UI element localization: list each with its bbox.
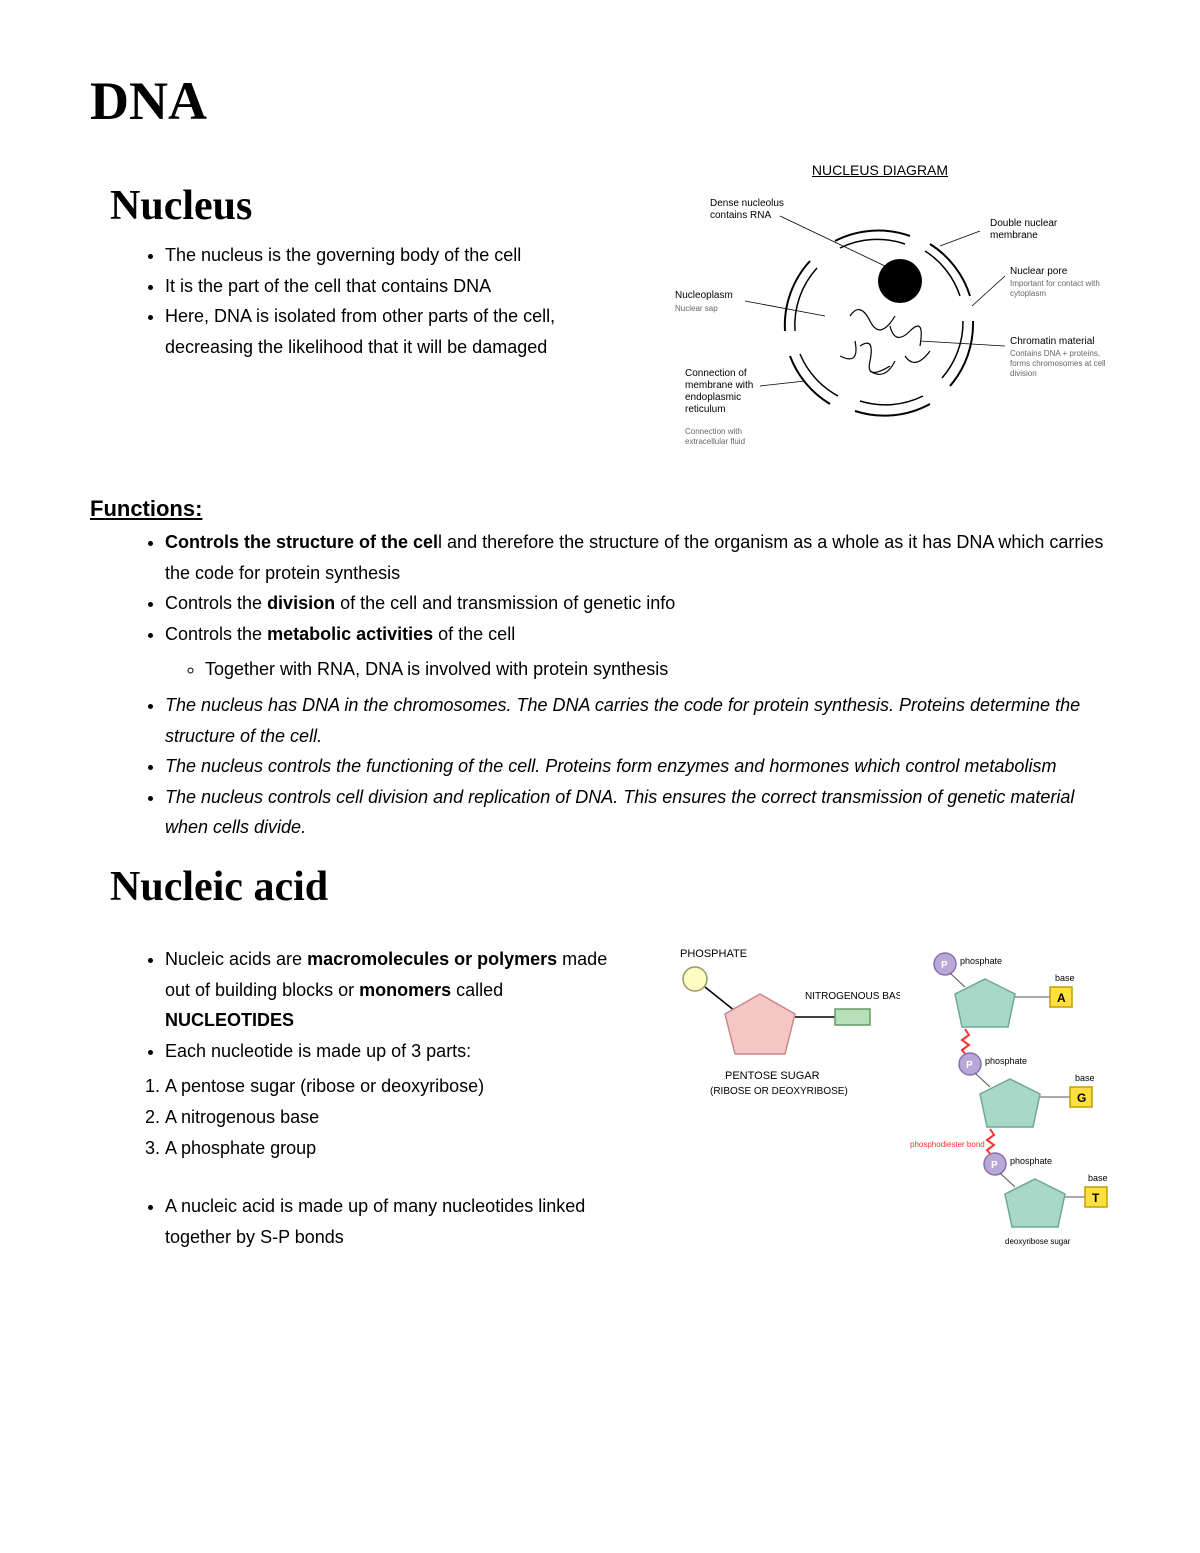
label-nucleolus: Dense nucleolus	[710, 198, 784, 209]
label-nucleoplasm: Nucleoplasm	[675, 290, 733, 301]
page-title: DNA	[90, 70, 1110, 132]
label-base: NITROGENOUS BASE	[805, 991, 900, 1002]
base-letter: A	[1057, 991, 1066, 1005]
list-item: It is the part of the cell that contains…	[165, 271, 630, 302]
nucleus-heading: Nucleus	[110, 182, 630, 230]
list-item: Controls the division of the cell and tr…	[165, 588, 1110, 619]
label-membrane2: membrane	[990, 230, 1038, 241]
list-item: Controls the metabolic activities of the…	[165, 619, 1110, 685]
nucleic-list: Nucleic acids are macromolecules or poly…	[90, 944, 630, 1066]
phosphate-shape	[683, 967, 707, 991]
functions-list: Controls the structure of the cell and t…	[90, 527, 1110, 843]
svg-text:P: P	[991, 1160, 998, 1171]
label-nucleolus2: contains RNA	[710, 210, 771, 221]
list-item: A nitrogenous base	[165, 1102, 630, 1133]
label-conn2: membrane with	[685, 380, 753, 391]
label-phosphate: phosphate	[985, 1056, 1027, 1066]
nucleus-diagram: NUCLEUS DIAGRAM	[650, 162, 1110, 471]
functions-heading: Functions:	[90, 496, 1110, 522]
label-chromatin-sub3: division	[1010, 369, 1037, 378]
list-item: A phosphate group	[165, 1133, 630, 1164]
label-nucleoplasm-sub: Nuclear sap	[675, 304, 718, 313]
label-conn1: Connection of	[685, 368, 747, 379]
base-letter: G	[1077, 1091, 1086, 1105]
label-conn-sub1: Connection with	[685, 427, 742, 436]
label-phosphate: phosphate	[960, 956, 1002, 966]
bond-zigzag	[987, 1129, 994, 1156]
list-item: Controls the structure of the cell and t…	[165, 527, 1110, 588]
list-item: The nucleus controls cell division and r…	[165, 782, 1110, 843]
list-item: The nucleus controls the functioning of …	[165, 751, 1110, 782]
nucleic-heading: Nucleic acid	[110, 863, 1110, 911]
base-letter: T	[1092, 1191, 1100, 1205]
sugar-shape	[725, 994, 795, 1054]
label-base: base	[1055, 973, 1075, 983]
bond-zigzag	[962, 1029, 969, 1056]
label-pore: Nuclear pore	[1010, 266, 1068, 277]
label-membrane: Double nuclear	[990, 218, 1058, 229]
label-phosphate: phosphate	[1010, 1156, 1052, 1166]
label-base: base	[1075, 1073, 1095, 1083]
diagram-title: NUCLEUS DIAGRAM	[650, 162, 1110, 178]
list-item: Nucleic acids are macromolecules or poly…	[165, 944, 630, 1036]
label-sugar1: PENTOSE SUGAR	[725, 1070, 820, 1082]
nucleic-numbered: A pentose sugar (ribose or deoxyribose) …	[90, 1071, 630, 1163]
label-chromatin-sub2: forms chromosomes at cell	[1010, 359, 1106, 368]
label-conn-sub2: extracellular fluid	[685, 437, 745, 446]
chain-diagram: P phosphate A base P phosphate G base ph…	[910, 939, 1110, 1274]
list-item: A nucleic acid is made up of many nucleo…	[165, 1191, 630, 1252]
label-bond: phosphodiester bond	[910, 1140, 985, 1149]
svg-text:P: P	[941, 960, 948, 971]
label-pore-sub2: cytoplasm	[1010, 289, 1046, 298]
label-sugar: deoxyribose sugar	[1005, 1237, 1071, 1246]
nucleus-svg: Dense nucleolus contains RNA Double nucl…	[650, 186, 1110, 466]
nucleotide-diagram: PHOSPHATE NITROGENOUS BASE PENTOSE SUGAR…	[640, 939, 900, 1124]
list-item: The nucleus has DNA in the chromosomes. …	[165, 690, 1110, 751]
label-conn4: reticulum	[685, 404, 726, 415]
list-item: The nucleus is the governing body of the…	[165, 240, 630, 271]
label-base: base	[1088, 1173, 1108, 1183]
svg-text:P: P	[966, 1060, 973, 1071]
base-shape	[835, 1009, 870, 1025]
label-chromatin: Chromatin material	[1010, 336, 1094, 347]
label-chromatin-sub1: Contains DNA + proteins,	[1010, 349, 1100, 358]
label-sugar2: (RIBOSE OR DEOXYRIBOSE)	[710, 1086, 848, 1097]
list-item: Together with RNA, DNA is involved with …	[205, 654, 1110, 685]
label-pore-sub1: Important for contact with	[1010, 279, 1100, 288]
list-item: Here, DNA is isolated from other parts o…	[165, 301, 630, 362]
label-phosphate: PHOSPHATE	[680, 948, 747, 960]
nucleus-bullets: The nucleus is the governing body of the…	[90, 240, 630, 362]
list-item: A pentose sugar (ribose or deoxyribose)	[165, 1071, 630, 1102]
list-item: Each nucleotide is made up of 3 parts:	[165, 1036, 630, 1067]
label-conn3: endoplasmic	[685, 392, 741, 403]
